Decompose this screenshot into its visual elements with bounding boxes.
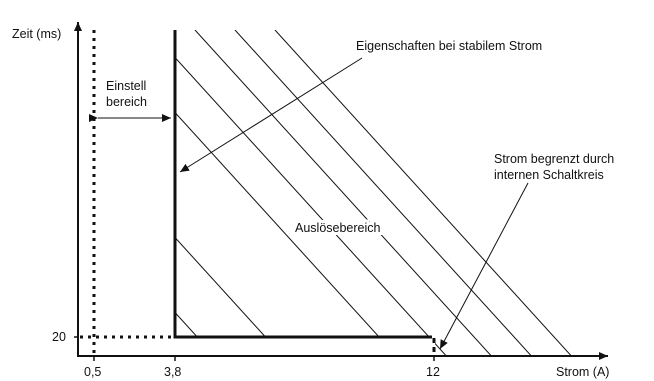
einstellbereich-label-line2: bereich xyxy=(106,95,147,109)
trip-region-hatching xyxy=(175,30,576,355)
x-axis-label: Strom (A) xyxy=(556,365,609,379)
trip-characteristic-curve xyxy=(173,30,432,339)
x-tick-label-0-5: 0,5 xyxy=(84,365,101,379)
einstellbereich-label-line1: Einstell xyxy=(106,79,146,93)
trip-region-label: Auslösebereich xyxy=(295,221,381,235)
stable-current-label: Eigenschaften bei stabilem Strom xyxy=(356,39,542,53)
stable-current-pointer xyxy=(179,57,363,173)
limited-current-pointer xyxy=(439,182,529,350)
x-tick-label-3-8: 3,8 xyxy=(164,365,181,379)
y-tick-label-20: 20 xyxy=(52,330,66,344)
y-axis-label: Zeit (ms) xyxy=(12,27,61,41)
x-tick-label-12: 12 xyxy=(426,365,440,379)
limited-current-label-line2: internen Schaltkreis xyxy=(494,168,604,182)
limited-current-label-line1: Strom begrenzt durch xyxy=(494,152,614,166)
